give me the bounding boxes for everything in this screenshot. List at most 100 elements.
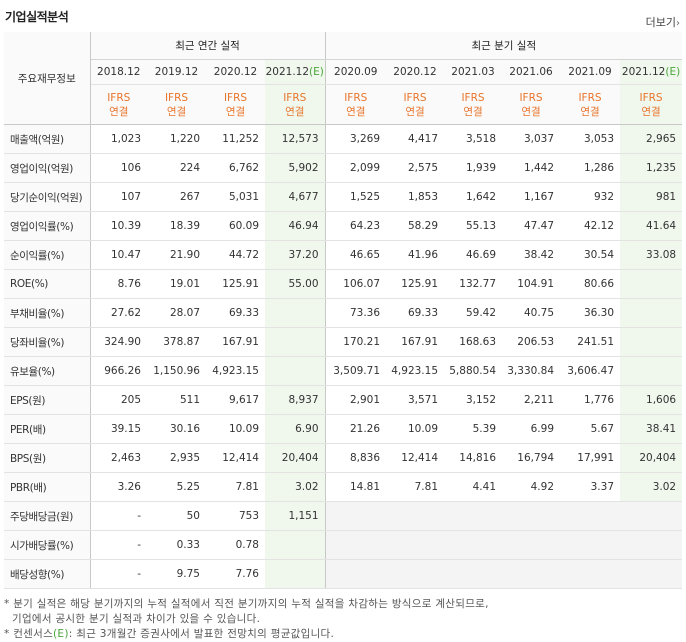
table-cell: 205 [90, 385, 147, 415]
table-cell [620, 356, 683, 386]
table-cell: 37.20 [265, 240, 326, 270]
table-cell: 3,037 [502, 124, 561, 154]
consolidated-label: 연결 [166, 105, 187, 118]
period-header: 2021.12(E) [620, 59, 683, 85]
table-cell: 753 [206, 501, 265, 531]
table-cell: 28.07 [147, 298, 206, 328]
table-cell: 981 [620, 182, 683, 212]
table-cell: 46.69 [444, 240, 503, 270]
footnote-text: * 컨센서스 [4, 628, 54, 640]
table-cell: 21.26 [324, 414, 387, 444]
period-label: 2021.09 [568, 66, 612, 78]
table-cell: 2,463 [90, 443, 147, 473]
table-cell: 55.13 [444, 211, 503, 241]
table-row: EPS(원) 205 511 9,617 8,937 2,901 3,571 3,152 2,2… [4, 385, 683, 415]
table-cell: 932 [560, 182, 621, 212]
table-cell: 3.37 [560, 472, 621, 502]
table-cell: 58.29 [386, 211, 445, 241]
consolidated-label: 연결 [580, 105, 600, 118]
ifrs-header: IFRS 연결 [386, 84, 445, 125]
period-label: 2021.03 [451, 66, 495, 78]
table-cell: 8,836 [324, 443, 387, 473]
table-cell [386, 559, 445, 589]
table-cell: 5,880.54 [444, 356, 503, 386]
table-cell: 10.47 [90, 240, 147, 270]
table-cell: 1,939 [444, 153, 503, 183]
table-row: 유보율(%) 966.26 1,150.96 4,923.15 3,509.71 4,92… [4, 356, 683, 386]
period-header: 2020.09 [324, 59, 387, 85]
table-cell: 1,606 [620, 385, 683, 415]
table-cell: 167.91 [206, 327, 265, 357]
period-label: 2019.12 [154, 66, 199, 78]
footnote-line: * 컨센서스(E): 최근 3개월간 증권사에서 발표한 전망치의 평균값입니다… [4, 627, 489, 642]
table-cell: 6.99 [502, 414, 561, 444]
consolidated-label: 연결 [463, 105, 483, 118]
table-cell: 224 [147, 153, 206, 183]
table-cell: 5.25 [147, 472, 206, 502]
table-cell: 12,573 [265, 124, 326, 154]
table-cell: 2,099 [324, 153, 387, 183]
consolidated-label: 연결 [109, 105, 129, 118]
period-label: 2020.12 [393, 66, 437, 78]
table-cell: 64.23 [324, 211, 387, 241]
table-cell: - [90, 559, 147, 589]
table-cell: 0.33 [147, 530, 206, 560]
period-label: 2021.12 [265, 66, 310, 78]
table-cell: 69.33 [386, 298, 445, 328]
table-cell [620, 327, 683, 357]
table-row: 시가배당률(%) -0.33 0.78 [4, 530, 683, 560]
footnote-text: : 최근 3개월간 증권사에서 발표한 전망치의 평균값입니다. [68, 628, 335, 640]
ifrs-header: IFRS 연결 [206, 84, 265, 125]
table-row: 매출액(억원) 1,023 1,220 11,252 12,573 3,269 4,417 3… [4, 124, 683, 154]
corner-header: 주요재무정보 [4, 32, 91, 125]
table-cell: 27.62 [90, 298, 147, 328]
table-cell [502, 559, 561, 589]
table-cell: 9,617 [206, 385, 265, 415]
ifrs-header: IFRS 연결 [324, 84, 387, 125]
table-cell: 104.91 [502, 269, 561, 299]
period-label: 2020.09 [334, 66, 378, 78]
ifrs-label: IFRS [164, 91, 189, 104]
more-link[interactable]: 더보기› [646, 14, 680, 30]
table-cell: 50 [147, 501, 206, 531]
table-cell: 6,762 [206, 153, 265, 183]
table-cell: 267 [147, 182, 206, 212]
table-cell: 44.72 [206, 240, 265, 270]
table-cell [265, 356, 326, 386]
ifrs-header: IFRS 연결 [90, 84, 147, 125]
table-row: 당좌비율(%) 324.90 378.87 167.91 170.21 167.91 168… [4, 327, 683, 357]
table-cell [444, 559, 503, 589]
table-cell [324, 530, 387, 560]
period-header: 2018.12 [90, 59, 147, 85]
table-cell: 39.15 [90, 414, 147, 444]
table-cell: 3,053 [560, 124, 621, 154]
table-cell: 19.01 [147, 269, 206, 299]
table-cell [560, 501, 621, 531]
table-cell: 6.90 [265, 414, 326, 444]
table-cell: 60.09 [206, 211, 265, 241]
table-cell: 1,286 [560, 153, 621, 183]
table-cell [620, 269, 683, 299]
table-cell: 106.07 [324, 269, 387, 299]
estimate-mark: (E) [53, 628, 69, 640]
table-cell: 3,509.71 [324, 356, 387, 386]
table-cell: 69.33 [206, 298, 265, 328]
period-header: 2019.12 [147, 59, 206, 85]
row-label: 매출액(억원) [4, 124, 91, 154]
table-row: 주당배당금(원) -50 753 1,151 [4, 501, 683, 531]
period-header: 2021.09 [560, 59, 621, 85]
table-cell: 8,937 [265, 385, 326, 415]
table-cell: 5.67 [560, 414, 621, 444]
table-row: PER(배) 39.15 30.16 10.09 6.90 21.26 10.09 5.39 6… [4, 414, 683, 444]
table-cell: 47.47 [502, 211, 561, 241]
table-cell: 42.12 [560, 211, 621, 241]
table-cell: 59.42 [444, 298, 503, 328]
table-cell [620, 530, 683, 560]
table-cell: 2,211 [502, 385, 561, 415]
table-cell: 167.91 [386, 327, 445, 357]
row-label: 주당배당금(원) [4, 501, 91, 531]
table-cell: 7.81 [206, 472, 265, 502]
table-cell: 125.91 [206, 269, 265, 299]
ifrs-label: IFRS [107, 91, 131, 104]
row-label: 배당성향(%) [4, 559, 91, 589]
